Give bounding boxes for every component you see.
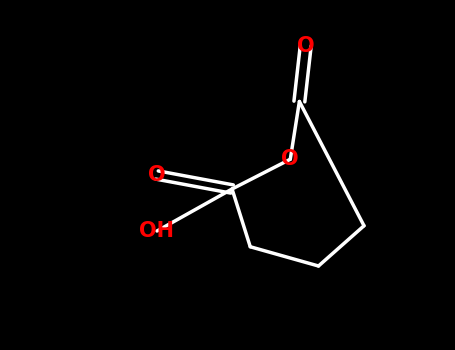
- Text: OH: OH: [140, 221, 174, 241]
- Text: O: O: [297, 35, 314, 56]
- Text: O: O: [282, 149, 299, 169]
- Text: O: O: [148, 165, 166, 185]
